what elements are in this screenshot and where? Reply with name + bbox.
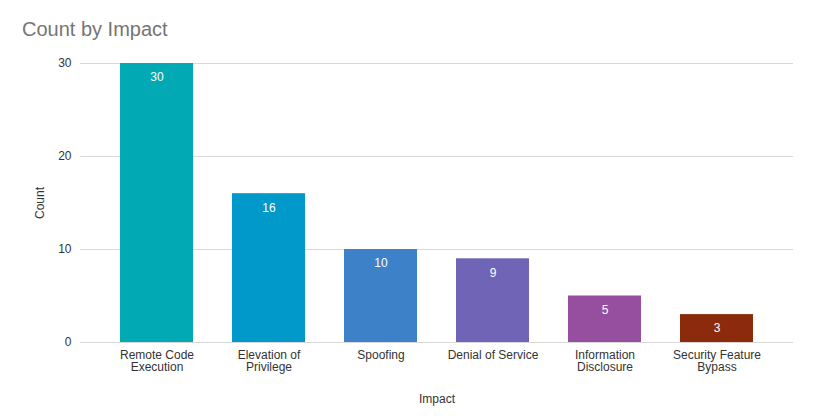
- svg-text:10: 10: [374, 256, 388, 270]
- svg-text:9: 9: [490, 266, 497, 280]
- svg-text:Security FeatureBypass: Security FeatureBypass: [673, 348, 761, 374]
- svg-text:16: 16: [262, 201, 276, 215]
- svg-text:10: 10: [58, 242, 72, 256]
- svg-text:30: 30: [150, 70, 164, 84]
- svg-text:3: 3: [714, 321, 721, 335]
- svg-text:0: 0: [65, 335, 72, 349]
- svg-text:20: 20: [58, 149, 72, 163]
- svg-text:30: 30: [58, 56, 72, 70]
- svg-text:5: 5: [602, 303, 609, 317]
- svg-text:Remote CodeExecution: Remote CodeExecution: [120, 348, 194, 374]
- html-text:Count by Impact: Count by Impact: [22, 18, 168, 40]
- svg-text:Spoofing: Spoofing: [357, 348, 404, 362]
- svg-text:InformationDisclosure: InformationDisclosure: [575, 348, 635, 374]
- svg-text:Count: Count: [33, 186, 47, 219]
- svg-text:Impact: Impact: [419, 392, 456, 406]
- svg-text:Elevation ofPrivilege: Elevation ofPrivilege: [238, 348, 301, 374]
- svg-text:Denial of Service: Denial of Service: [448, 348, 539, 362]
